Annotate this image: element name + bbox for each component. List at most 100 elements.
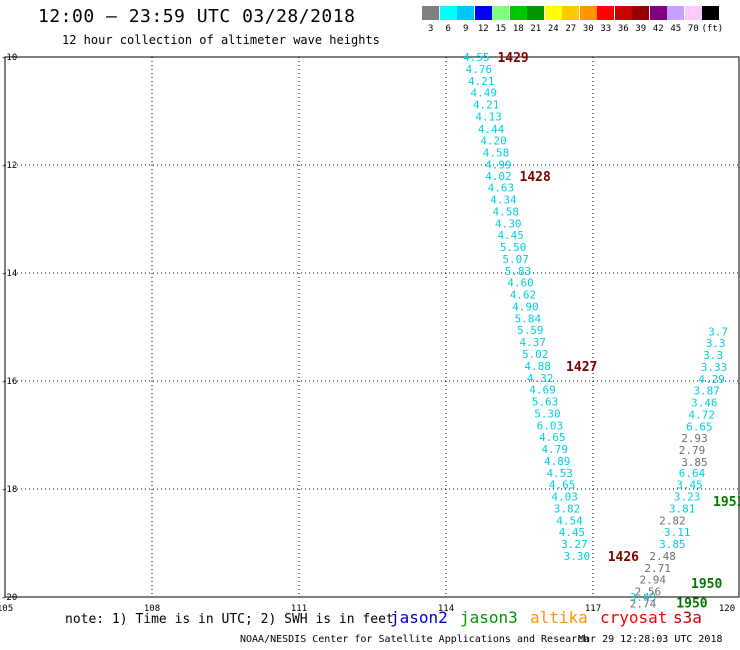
swh-value: 4.99 [485,158,512,171]
swh-value: 4.58 [483,147,510,160]
swh-value: 2.93 [681,432,708,445]
swh-value: 4.79 [542,443,569,456]
legend-label: 3 [428,24,434,34]
y-tick-label: -18 [1,485,17,495]
swh-value: 4.49 [471,87,498,100]
legend-label: 15 [495,24,507,34]
swh-value: 3.3 [706,337,726,350]
swh-value: 4.76 [466,63,493,76]
swh-value: 4.62 [510,289,537,302]
swh-value: 4.89 [544,455,571,468]
swh-value: 3.85 [659,538,686,551]
swh-value: 4.03 [551,491,578,504]
swh-value: 3.82 [554,502,581,515]
satellite-name-altika: altika [530,608,588,627]
legend-label: 21 [530,24,542,34]
swh-value: 2.94 [640,574,667,587]
swh-value: 5.07 [502,253,528,266]
footer-text: NOAA/NESDIS Center for Satellite Applica… [240,634,590,645]
swh-value: 4.44 [478,123,505,136]
pass-time-label: 1429 [497,51,528,66]
swh-value: 4.58 [493,205,520,218]
legend-swatch [509,6,527,20]
y-tick-label: -10 [1,53,17,63]
legend-swatch [422,6,439,20]
swh-value: 2.82 [659,514,686,527]
x-tick-label: 108 [144,604,160,614]
swh-value: 4.55 [463,51,490,64]
satellite-name-s3a: s3a [673,608,702,627]
x-tick-label: 117 [585,604,601,614]
swh-value: 3.46 [691,397,718,410]
swh-value: 4.34 [490,194,517,207]
swh-value: 4.13 [475,110,502,123]
swh-value: 3.43 [630,591,657,604]
legend-swatch [667,6,684,20]
legend-swatch [492,6,509,20]
swh-value: 3.30 [564,550,591,563]
x-tick-label: 105 [0,604,13,614]
pass-time-label: 1427 [566,360,597,375]
swh-value: 3.23 [674,491,701,504]
legend-swatch [684,6,702,20]
swh-value: 4.88 [524,360,551,373]
swh-value: 4.45 [497,229,524,242]
legend-swatch [632,6,649,20]
swh-value: 4.30 [495,217,522,230]
legend-label: 45 [670,24,682,34]
legend-label: 12 [477,24,489,34]
swh-value: 4.60 [507,277,534,290]
swh-value: 6.64 [679,467,706,480]
legend-label: 42 [652,24,664,34]
swh-value: 4.02 [485,170,512,183]
swh-value: 4.65 [539,431,566,444]
swh-value: 3.3 [703,349,723,362]
swh-value: 4.21 [473,99,500,112]
pass-time-label: 1950 [691,577,722,592]
swh-value: 3.7 [708,325,728,338]
swh-value: 4.20 [480,135,507,148]
legend-label: 70 [687,24,699,34]
swh-value: 4.29 [698,373,725,386]
satellite-name-jason2: jason2 [390,608,448,627]
map-frame [4,56,740,598]
legend-swatch [579,6,597,20]
swh-value: 4.21 [468,75,495,88]
legend-swatch [562,6,579,20]
swh-value: 6.65 [686,420,713,433]
legend-unit: (ft) [701,24,724,34]
legend-label: 9 [463,24,469,34]
y-tick-label: -16 [1,377,17,387]
pass-time-label: 1950 [676,596,707,611]
y-tick-label: -20 [1,593,17,603]
legend-swatch [702,6,719,20]
swh-value: 4.65 [549,479,576,492]
swh-value: 4.53 [546,467,573,480]
legend-swatch [597,6,614,20]
x-tick-label: 114 [438,604,454,614]
swh-value: 5.59 [517,324,544,337]
pass-time-label: 1428 [520,170,551,185]
legend-label: 30 [582,24,594,34]
x-tick-label: 111 [291,604,307,614]
legend-swatch [457,6,474,20]
legend-label: 6 [445,24,451,34]
y-tick-label: -14 [1,269,17,279]
timestamp-text: Mar 29 12:28:03 UTC 2018 [578,634,723,645]
swh-value: 4.37 [520,336,547,349]
swh-value: 5.84 [515,312,542,325]
swh-value: 5.83 [505,265,532,278]
swh-value: 3.85 [681,456,708,469]
swh-value: 4.72 [689,408,716,421]
swh-value: 2.74 [630,597,657,610]
satellite-name-cryosat: cryosat [600,608,668,627]
swh-value: 2.56 [635,586,662,599]
swh-value: 3.27 [561,538,588,551]
swh-value: 4.54 [556,514,583,527]
swh-value: 2.79 [679,444,706,457]
swh-value: 3.87 [693,385,720,398]
legend-label: 24 [547,24,559,34]
swh-value: 3.45 [676,479,703,492]
